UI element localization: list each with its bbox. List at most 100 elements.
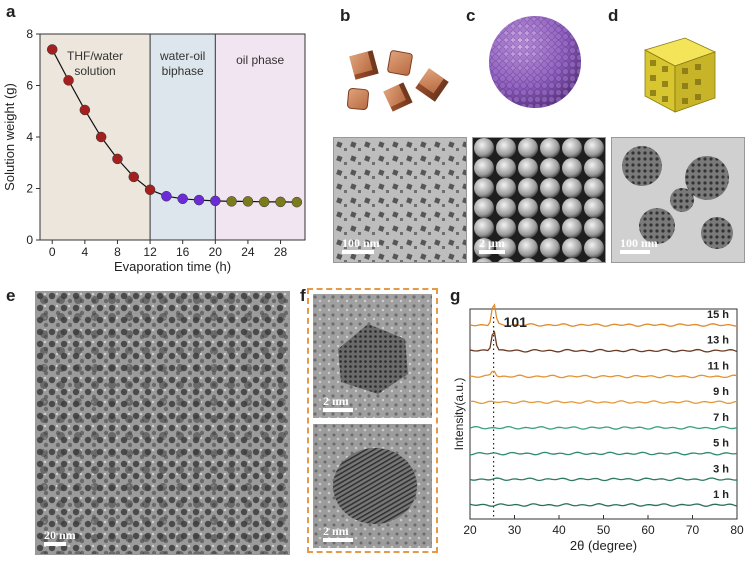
tem-superlattice-texture [612, 138, 744, 262]
a-data-point [177, 193, 188, 205]
tem-dense-nanocrystals-texture [36, 292, 289, 554]
a-region-label: biphase [162, 64, 204, 78]
g-series-line [469, 503, 738, 507]
a-series-line [51, 49, 297, 203]
a-x-tick-label: 12 [143, 245, 157, 259]
a-x-axis-label: Evaporation time (h) [114, 259, 231, 274]
panel-label-e: e [6, 286, 16, 305]
g-series-label: 7 h [713, 412, 729, 424]
g-series-label: 13 h [707, 335, 729, 347]
g-x-tick-label: 30 [508, 523, 522, 537]
a-data-point [210, 195, 221, 207]
a-x-tick-label: 4 [82, 245, 89, 259]
scale-label-d: 100 nm [620, 236, 658, 250]
a-data-point [144, 184, 156, 196]
a-x-tick-label: 24 [241, 245, 255, 259]
g-series-label: 5 h [713, 438, 729, 450]
a-data-point [128, 171, 140, 183]
a-y-tick-label: 8 [26, 27, 33, 41]
g-series-label: 1 h [713, 489, 729, 501]
g-series-line [469, 303, 738, 327]
a-y-tick-label: 2 [26, 182, 33, 196]
g-series-line [469, 370, 738, 379]
sem-image-c: 2 μm [472, 137, 606, 263]
scale-label-b: 100 nm [342, 236, 380, 250]
a-region-1 [40, 34, 151, 240]
tem-image-d: 100 nm [611, 137, 745, 263]
g-x-tick-label: 50 [597, 523, 611, 537]
g-series-label: 9 h [713, 386, 729, 398]
a-data-point [291, 196, 303, 208]
a-data-point [226, 196, 237, 207]
a-y-tick-label: 4 [26, 130, 33, 144]
hrtem-lattice-bottom-texture [313, 424, 432, 548]
a-x-tick-label: 0 [49, 245, 56, 259]
superlattice-illustration [643, 37, 717, 113]
scale-label-e: 20 nm [44, 528, 76, 542]
panel-label-d: d [608, 6, 619, 25]
a-data-point [161, 190, 172, 202]
g-series-label: 3 h [713, 463, 729, 475]
a-x-tick-label: 16 [176, 245, 190, 259]
panel-label-a: a [6, 2, 16, 21]
a-data-point [275, 196, 286, 208]
a-data-point [79, 104, 91, 116]
g-series-line [469, 400, 738, 405]
a-x-tick-label: 8 [114, 245, 121, 259]
a-data-point [258, 196, 270, 208]
scale-bar-c [479, 250, 505, 254]
scale-label-c: 2 μm [479, 236, 505, 250]
sphere-assembly-illustration [489, 16, 581, 108]
a-data-point [112, 153, 123, 165]
a-region-label: solution [74, 64, 115, 78]
hrtem-frame-f: 2 nm 2 nm [307, 288, 438, 553]
g-series-label: 11 h [708, 360, 730, 372]
g-x-tick-label: 20 [463, 523, 477, 537]
a-data-point [46, 44, 58, 55]
g-x-axis-label: 2θ (degree) [570, 538, 637, 553]
cube-nanocrystal-illustration [346, 50, 449, 112]
a-data-point [63, 75, 74, 86]
scale-bar-f-top [323, 408, 353, 412]
a-region-label: oil phase [236, 53, 284, 67]
hrtem-lattice-top-texture [313, 294, 432, 418]
g-series-line [469, 477, 738, 482]
tem-image-b: 100 nm [333, 137, 467, 263]
a-data-point [95, 131, 107, 143]
g-series-line [469, 425, 738, 430]
scale-label-f-bottom: 2 nm [323, 524, 349, 538]
a-y-axis-label: Solution weight (g) [2, 83, 17, 191]
g-x-tick-label: 60 [641, 523, 655, 537]
g-y-axis-label: Intensity(a.u.) [452, 378, 466, 451]
scale-bar-b [342, 250, 374, 254]
panel-label-b: b [340, 6, 351, 25]
g-x-tick-label: 80 [730, 523, 744, 537]
g-series-line [469, 330, 738, 353]
a-region-label: water-oil [159, 49, 205, 63]
a-data-point [193, 194, 205, 206]
g-plot-frame [469, 308, 738, 520]
scale-label-f-top: 2 nm [323, 394, 349, 408]
tem-image-e: 20 nm [35, 291, 290, 555]
a-y-tick-label: 0 [26, 233, 33, 247]
g-x-tick-label: 40 [552, 523, 566, 537]
hrtem-image-f-top: 2 nm [313, 294, 432, 418]
a-x-tick-label: 28 [274, 245, 288, 259]
sem-spheres-texture [473, 138, 605, 262]
a-data-point [242, 196, 254, 207]
g-series-label: 15 h [707, 309, 729, 321]
scale-bar-d [620, 250, 650, 254]
a-region-2 [150, 34, 216, 240]
panel-label-g: g [450, 286, 461, 305]
scale-bar-e [44, 542, 66, 546]
a-y-tick-label: 6 [26, 79, 33, 93]
a-x-tick-label: 20 [209, 245, 223, 259]
g-series-line [469, 451, 738, 456]
a-region-label: THF/water [67, 49, 123, 63]
hrtem-image-f-bottom: 2 nm [313, 424, 432, 548]
g-peak-annotation: 101 [504, 314, 528, 330]
g-x-tick-label: 70 [686, 523, 700, 537]
scale-bar-f-bottom [323, 538, 353, 542]
panel-label-f: f [300, 286, 306, 305]
